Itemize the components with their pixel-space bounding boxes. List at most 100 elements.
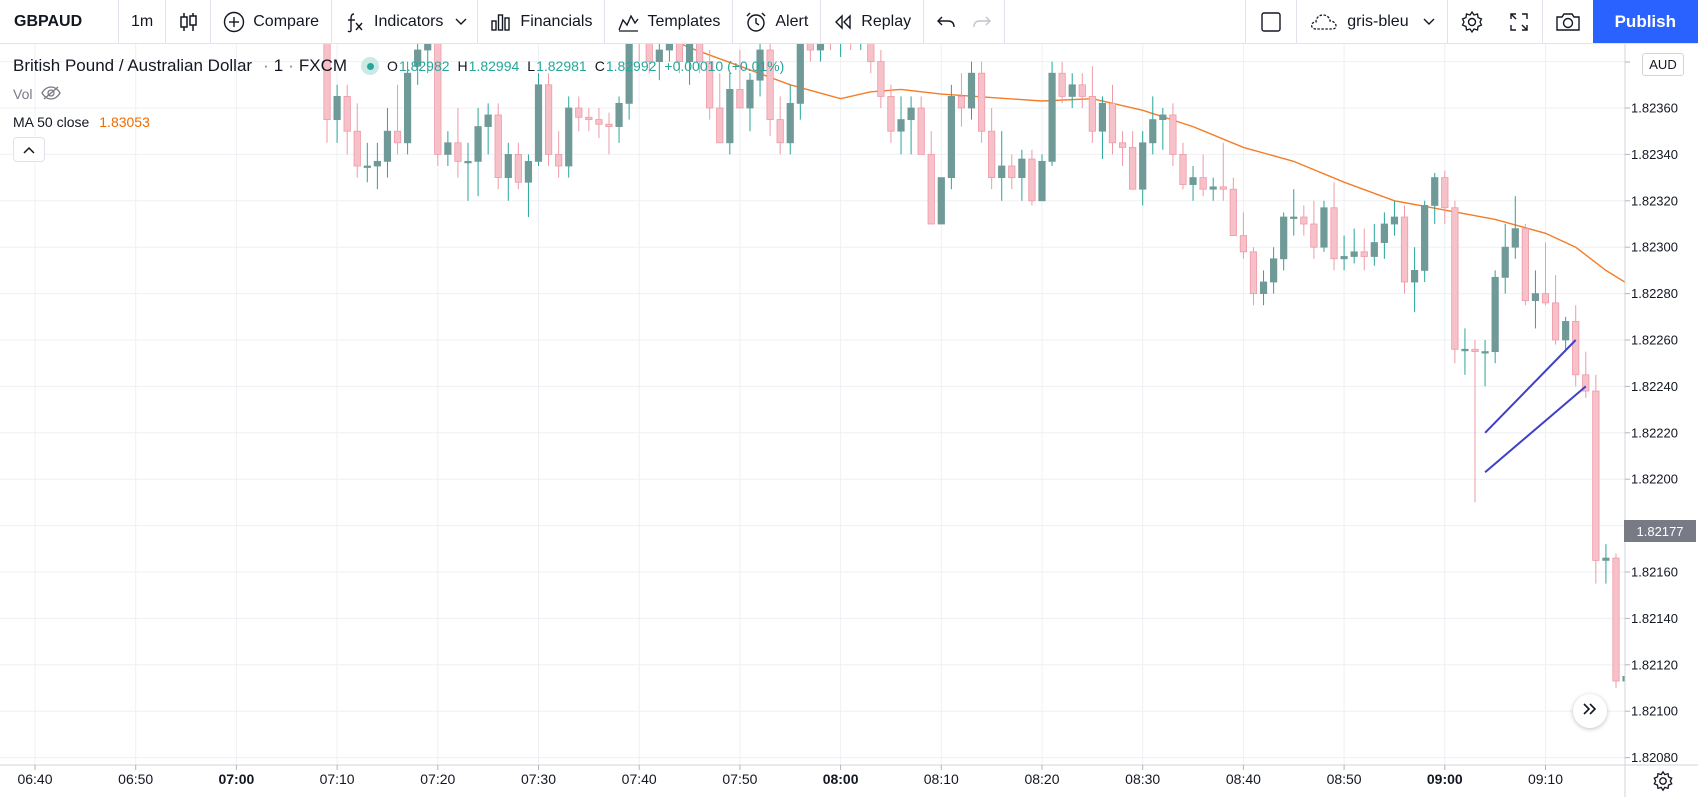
double-chevron-right-icon [1583, 702, 1597, 720]
candle-body [756, 49, 764, 81]
templates-button[interactable]: Templates [605, 0, 732, 43]
time-axis[interactable]: 06:40 06:50 07:00 07:10 07:20 07:30 07:40 07:50… [0, 764, 1698, 787]
toolbar-divider [732, 0, 734, 43]
candle-up [786, 84, 794, 155]
fullscreen-layout-button[interactable] [1246, 0, 1296, 43]
candle-up [1410, 247, 1419, 313]
candle-down [605, 112, 613, 155]
indicators-dropdown-button[interactable] [455, 0, 477, 43]
candle-body [1219, 186, 1227, 190]
candle-body [514, 154, 522, 183]
candle-down [1612, 553, 1620, 688]
snapshot-button[interactable] [1543, 0, 1593, 43]
candle-up [504, 142, 512, 201]
expand-icon [1508, 11, 1530, 33]
candle-down [927, 131, 935, 225]
candle-down [1108, 84, 1117, 155]
toolbar-divider [1541, 0, 1543, 43]
chart-type-button[interactable] [166, 0, 210, 43]
candle-down [454, 108, 462, 178]
time-tick-label: 07:10 [320, 771, 355, 787]
candle-body [696, 44, 704, 62]
symbol-search-button[interactable]: GBPAUD [0, 0, 118, 43]
candle-up [1270, 247, 1278, 294]
toolbar-divider [118, 0, 119, 43]
candle-down [1300, 205, 1308, 236]
eye-hidden-icon[interactable] [40, 85, 62, 104]
candle-body [927, 154, 935, 225]
candle-body [977, 72, 986, 132]
price-axis-background [1625, 44, 1698, 765]
candle-body [1330, 207, 1338, 260]
candle-body [806, 44, 814, 51]
interval-label: 1m [131, 12, 154, 30]
candle-body [534, 84, 543, 162]
undo-button[interactable] [924, 0, 964, 43]
indicators-label: Indicators [374, 12, 444, 30]
candle-up [333, 84, 341, 143]
price-axis[interactable]: 1.82360 1.82340 1.82320 1.82300 1.82280 1.822… [1624, 44, 1698, 797]
time-tick-label: 08:00 [823, 771, 859, 787]
volume-legend-row[interactable]: Vol [13, 80, 792, 108]
candle-down [887, 84, 895, 143]
candle-body [1592, 390, 1600, 561]
candle-body [1149, 119, 1157, 144]
function-icon [344, 11, 366, 33]
candle-down [736, 50, 744, 109]
candle-down [494, 103, 502, 190]
time-tick-label: 08:50 [1327, 771, 1362, 787]
candle-down [850, 44, 852, 50]
candle-body [1370, 242, 1378, 257]
publish-button[interactable]: Publish [1592, 0, 1698, 43]
ohlc-open: O1.82982 [387, 58, 450, 74]
candle-body [1451, 207, 1459, 350]
currency-badge[interactable]: AUD [1642, 53, 1684, 76]
candle-body [685, 44, 694, 62]
toolbar-divider [820, 0, 822, 43]
trend-line-drawings[interactable] [1484, 339, 1587, 474]
candle-body [555, 154, 563, 167]
candle-body [917, 107, 925, 155]
settings-button[interactable] [1448, 0, 1496, 43]
chevron-up-icon [23, 141, 35, 159]
replay-button[interactable]: Replay [821, 0, 923, 43]
indicators-button[interactable]: Indicators [332, 0, 455, 43]
top-toolbar: GBPAUD 1m Compare Indicators Financials [0, 0, 1698, 44]
toolbar-divider [604, 0, 606, 43]
candle-body [1461, 348, 1469, 352]
compare-button[interactable]: Compare [211, 0, 331, 43]
layout-button[interactable]: gris-bleu [1297, 0, 1446, 43]
alert-button[interactable]: Alert [733, 0, 820, 43]
candle-body [947, 96, 955, 178]
redo-button[interactable] [964, 0, 1004, 43]
candle-body [1048, 72, 1056, 162]
candle-down [675, 44, 684, 74]
time-tick-label: 07:30 [521, 771, 556, 787]
candle-down [514, 142, 522, 190]
candle-body [1521, 228, 1529, 301]
axis-settings-button[interactable] [1652, 770, 1674, 797]
ma-legend-row[interactable]: MA 50 close 1.83053 [13, 108, 792, 136]
price-tick-label: 1.82100 [1631, 704, 1678, 719]
candle-body [1209, 186, 1217, 190]
candle-up [414, 44, 422, 85]
candle-up [373, 142, 381, 190]
trend-line [1484, 339, 1577, 434]
candle-up [937, 177, 945, 225]
financials-button[interactable]: Financials [478, 0, 604, 43]
camera-icon [1555, 11, 1581, 33]
candle-body [383, 130, 392, 162]
legend-collapse-button[interactable] [13, 137, 45, 162]
candle-body [1531, 293, 1540, 301]
fullscreen-button[interactable] [1496, 0, 1542, 43]
alarm-clock-icon [745, 11, 767, 33]
ohlc-close: C1.82992 [594, 58, 657, 74]
chart-canvas[interactable]: 1.82360 1.82340 1.82320 1.82300 1.82280 1.822… [0, 44, 1698, 797]
candle-body [1471, 348, 1479, 352]
scroll-to-realtime-button[interactable] [1573, 694, 1607, 728]
market-status-icon[interactable] [361, 57, 380, 75]
candle-body [897, 119, 905, 132]
candle-down [1441, 170, 1449, 224]
candle-down [1078, 73, 1086, 108]
interval-button[interactable]: 1m [119, 0, 165, 43]
